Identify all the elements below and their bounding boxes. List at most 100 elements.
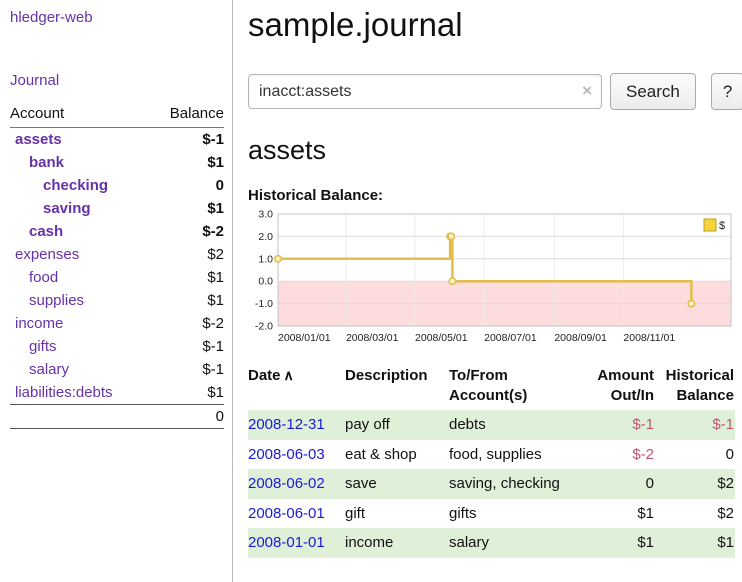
- account-balance: 0: [215, 177, 224, 194]
- register-accounts-cell: food, supplies: [449, 445, 542, 463]
- search-button[interactable]: Search: [610, 73, 696, 110]
- accounts-total-spacer: [10, 404, 150, 429]
- sidebar: hledger-web Journal Account Balance asse…: [0, 0, 233, 582]
- account-row: saving $1: [10, 197, 224, 220]
- account-row: supplies $1: [10, 289, 224, 312]
- register-balance-cell: $2: [717, 504, 734, 522]
- journal-link[interactable]: Journal: [10, 72, 60, 89]
- column-header-accounts: To/From Account(s): [449, 367, 528, 404]
- search-help-button[interactable]: ?: [710, 73, 742, 110]
- data-point-marker: [447, 232, 456, 241]
- transaction-date-link[interactable]: 2008-12-31: [248, 416, 325, 433]
- register-date-cell: 2008-12-31: [248, 410, 345, 440]
- account-link[interactable]: expenses: [15, 246, 80, 263]
- register-accounts-cell: salary: [449, 534, 490, 551]
- chart-title: Historical Balance:: [248, 187, 384, 204]
- register-row: 2008-06-03 eat & shop food, supplies $-2 0: [248, 440, 735, 470]
- account-row: salary $-1: [10, 358, 224, 381]
- x-tick-label: 2008/11/01: [623, 332, 675, 344]
- register-row: 2008-06-02 save saving, checking 0 $2: [248, 469, 735, 499]
- account-balance: $1: [207, 154, 224, 171]
- register-accounts-cell: gifts: [449, 504, 477, 522]
- account-balance: $2: [207, 246, 224, 263]
- column-header-date[interactable]: Date ∧: [248, 367, 294, 384]
- main-content: sample.journal × Search ? assets Histori…: [233, 0, 742, 582]
- register-accounts-cell: saving, checking: [449, 475, 560, 492]
- account-link[interactable]: bank: [29, 154, 65, 171]
- register-description-cell: pay off: [345, 416, 390, 433]
- search-input[interactable]: [248, 74, 602, 109]
- x-tick-label: 2008/03/01: [346, 332, 399, 344]
- account-balance: $1: [207, 384, 224, 401]
- register-date-cell: 2008-06-02: [248, 469, 345, 499]
- transaction-date-link[interactable]: 2008-06-01: [248, 504, 325, 522]
- legend-swatch: [703, 218, 717, 232]
- app-title: hledger-web: [10, 9, 224, 26]
- register-accounts-cell: debts: [449, 416, 486, 433]
- account-row: liabilities:debts $1: [10, 381, 224, 405]
- accounts-table: Account Balance assets $-1 bank $1 checking 0…: [10, 103, 224, 429]
- account-balance: $1: [207, 292, 224, 309]
- x-tick-label: 2008/01/01: [278, 332, 331, 344]
- data-point-marker: [273, 254, 282, 263]
- plot-border: [277, 213, 732, 327]
- account-link[interactable]: gifts: [29, 338, 57, 355]
- transaction-date-link[interactable]: 2008-06-03: [248, 445, 325, 463]
- account-heading: assets: [248, 135, 327, 165]
- page-title: sample.journal: [248, 6, 463, 43]
- account-link[interactable]: liabilities:debts: [15, 384, 113, 401]
- account-link[interactable]: assets: [15, 131, 62, 148]
- y-tick-label: 1.0: [258, 253, 273, 265]
- transaction-date-link[interactable]: 2008-06-02: [248, 475, 325, 492]
- register-header-row: Date ∧ Description To/From Account(s) Amo…: [248, 366, 735, 410]
- account-link[interactable]: salary: [29, 361, 70, 378]
- y-tick-label: -1.0: [255, 298, 273, 310]
- register-balance-cell: $2: [717, 475, 734, 492]
- y-tick-label: 3.0: [258, 209, 273, 221]
- accounts-header-account: Account: [10, 103, 150, 128]
- data-point-marker: [687, 299, 696, 308]
- account-row: food $1: [10, 266, 224, 289]
- transaction-date-link[interactable]: 2008-01-01: [248, 534, 325, 551]
- sort-asc-icon: ∧: [283, 367, 294, 383]
- account-balance: $-1: [202, 131, 224, 148]
- register-date-cell: 2008-06-03: [248, 440, 345, 470]
- accounts-total-row: 0: [10, 404, 224, 429]
- register-description-cell: save: [345, 475, 377, 492]
- account-link[interactable]: income: [15, 315, 64, 332]
- x-tick-label: 2008/09/01: [554, 332, 607, 344]
- app-title-link[interactable]: hledger-web: [10, 9, 93, 26]
- account-link[interactable]: food: [29, 269, 59, 286]
- account-balance: $-2: [202, 315, 224, 332]
- register-balance-cell: $-1: [712, 416, 734, 433]
- accounts-header-row: Account Balance: [10, 103, 224, 128]
- register-row: 2008-01-01 income salary $1 $1: [248, 528, 735, 558]
- register-row: 2008-06-01 gift gifts $1 $2: [248, 499, 735, 529]
- register-amount-cell: 0: [645, 475, 654, 492]
- column-header-description: Description: [345, 367, 428, 384]
- account-row: income $-2: [10, 312, 224, 335]
- register-date-cell: 2008-06-01: [248, 499, 345, 529]
- account-balance: $1: [207, 200, 224, 217]
- search-bar: × Search ?: [248, 73, 742, 110]
- data-point-marker: [448, 277, 457, 286]
- x-tick-label: 2008/05/01: [415, 332, 468, 344]
- account-link[interactable]: saving: [43, 200, 91, 217]
- balance-step-chart: 2008/01/01 2008/03/01 2008/05/01 2008/07/01…: [255, 209, 732, 344]
- clear-search-icon[interactable]: ×: [582, 81, 592, 100]
- register-table: Date ∧ Description To/From Account(s) Amo…: [248, 366, 735, 558]
- account-link[interactable]: cash: [29, 223, 64, 240]
- accounts-header-balance: Balance: [149, 103, 224, 128]
- account-row: assets $-1: [10, 128, 224, 152]
- account-link[interactable]: supplies: [29, 292, 85, 309]
- register-amount-cell: $-1: [632, 416, 654, 433]
- account-row: expenses $2: [10, 243, 224, 266]
- register-amount-cell: $-2: [632, 445, 654, 463]
- account-link[interactable]: checking: [43, 177, 109, 194]
- account-balance: $-2: [202, 223, 224, 240]
- account-row: bank $1: [10, 151, 224, 174]
- account-row: checking 0: [10, 174, 224, 197]
- register-balance-cell: $1: [717, 534, 734, 551]
- account-row: gifts $-1: [10, 335, 224, 358]
